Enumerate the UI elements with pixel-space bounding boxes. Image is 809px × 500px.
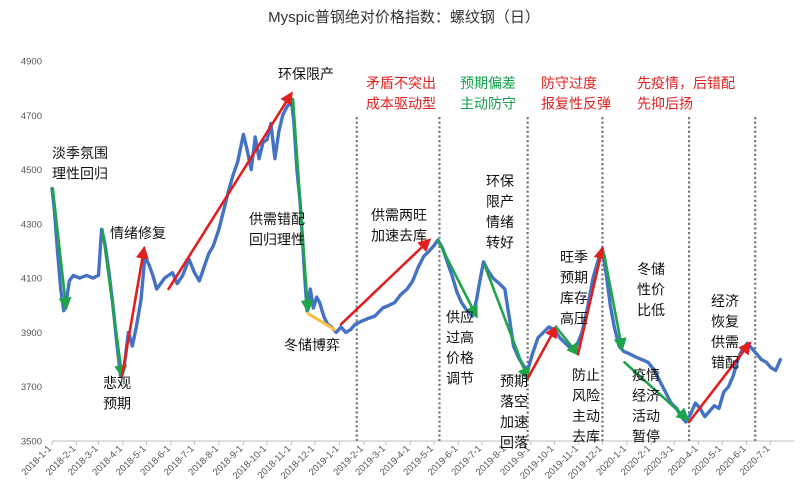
annotation-label: 预期落空加速回落: [500, 374, 528, 452]
price-line: [50, 99, 783, 424]
annotation-label: 防守过度报复性反弹: [541, 76, 611, 113]
trend-arrow-down: [291, 97, 314, 314]
y-tick-label: 4300: [21, 219, 42, 230]
trend-arrow-down: [623, 360, 690, 422]
trend-arrow-up: [120, 245, 149, 378]
trend-arrow-sideways: [306, 311, 337, 332]
y-tick-label: 4900: [21, 57, 42, 68]
trend-arrow-up: [687, 341, 752, 424]
annotation-label: 悲观预期: [103, 375, 131, 413]
trend-arrow-down: [51, 187, 72, 311]
y-tick-label: 3900: [21, 328, 42, 339]
annotation-label: 预期偏差主动防守: [460, 76, 516, 113]
y-tick-label: 4500: [21, 165, 42, 176]
annotation-label: 冬储博弈: [284, 337, 340, 354]
annotation-label: 供应过高价格调节: [446, 309, 474, 388]
annotation-label: 疫情经济活动暂停: [632, 368, 660, 446]
trend-arrow-down: [101, 227, 128, 379]
annotation-label: 旺季预期库存高压: [560, 250, 588, 328]
trend-arrow-up: [167, 91, 293, 291]
annotation-label: 矛盾不突出成本驱动型: [366, 76, 436, 113]
y-tick-label: 3500: [21, 437, 42, 448]
annotation-label: 供需错配回归理性: [249, 212, 305, 249]
y-tick-label: 4700: [21, 111, 42, 122]
annotation-label: 经济恢复供需错配: [711, 294, 739, 372]
annotation-label: 先疫情，后错配先抑后扬: [637, 76, 735, 113]
annotation-label: 冬储性价比低: [637, 262, 665, 319]
trend-arrow-down: [483, 263, 531, 382]
annotation-label: 防止风险主动去库: [572, 368, 600, 446]
annotation-label: 情绪修复: [110, 225, 166, 242]
trend-arrow-down: [602, 252, 627, 352]
trend-arrow-down: [554, 325, 580, 357]
trend-arrow-down: [436, 238, 478, 319]
trend-arrow-up: [526, 324, 558, 380]
trend-arrow-up: [339, 238, 432, 326]
y-tick-label: 4100: [21, 274, 42, 285]
annotation-label: 环保限产: [278, 67, 334, 83]
annotation-label: 环保限产情绪转好: [486, 174, 514, 252]
plot-area: 350037003900410043004500470049002018-1-1…: [19, 57, 794, 482]
chart-title: Myspic普钢绝对价格指数：螺纹钢（日）: [268, 9, 540, 26]
y-tick-label: 3700: [21, 382, 42, 393]
annotation-label: 淡季氛围理性回归: [52, 146, 108, 183]
trend-arrow-up: [576, 245, 607, 356]
annotation-label: 供需两旺加速去库: [371, 208, 427, 245]
